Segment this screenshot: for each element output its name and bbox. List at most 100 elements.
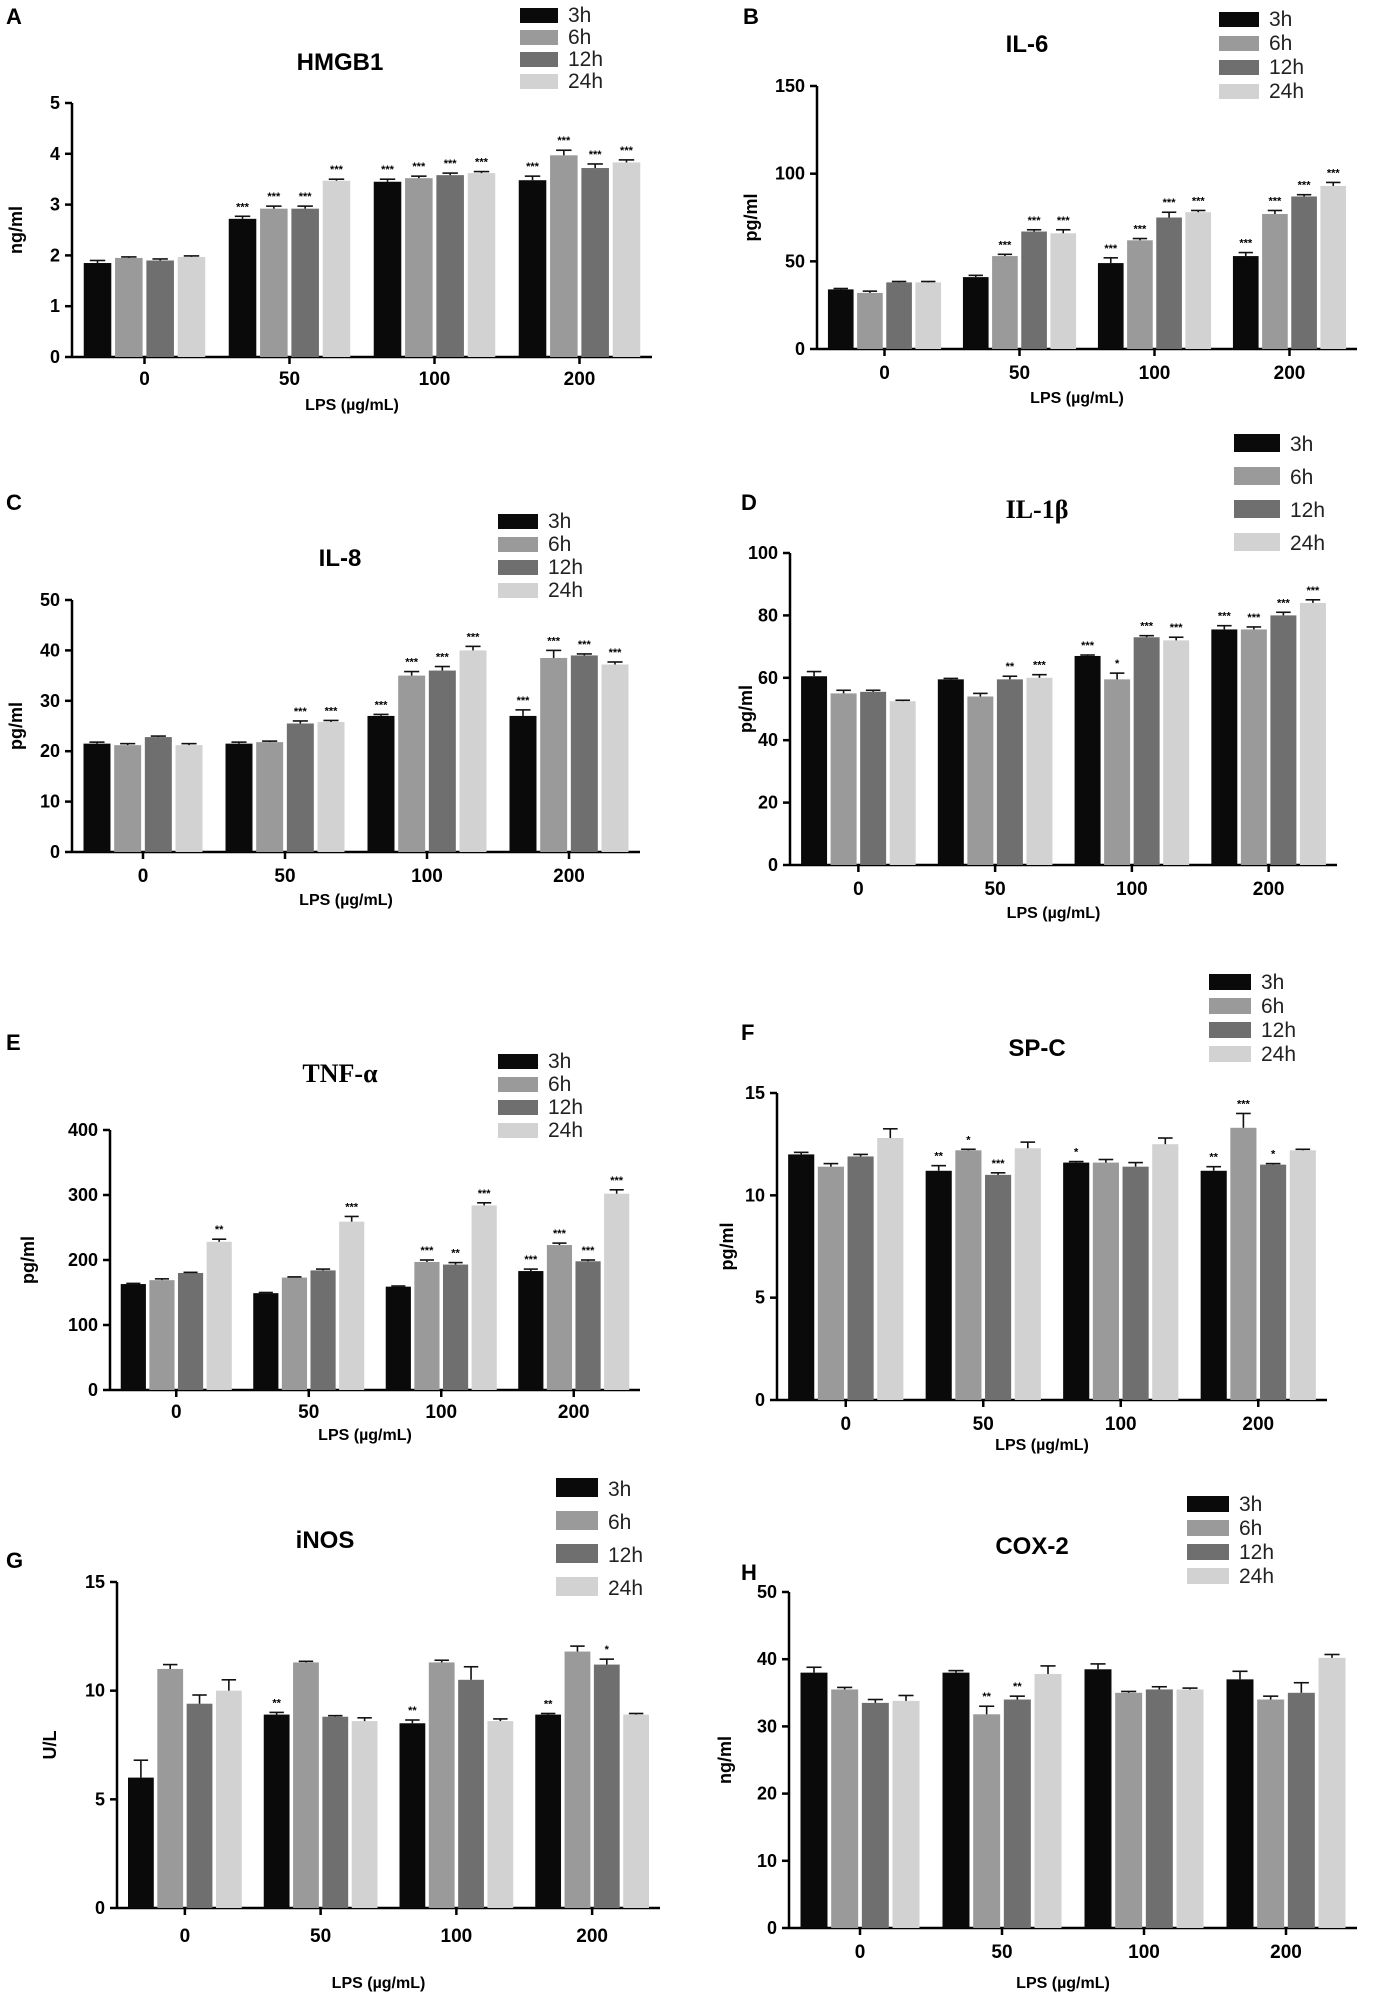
panel-letter: G [6, 1548, 23, 1573]
legend-swatch-6h [556, 1511, 598, 1530]
chart-svg: C IL-8 0 10 20 30 40 50 pg/ml 0 50 *** *** 100 *** *** *… [6, 490, 640, 909]
legend-swatch-24h [520, 74, 558, 89]
bar-24h-50 [1026, 677, 1053, 865]
bar-24h-100 [1163, 640, 1190, 865]
y-tick-label: 10 [757, 1851, 777, 1871]
legend-swatch-6h [498, 537, 538, 552]
legend-label: 24h [1290, 532, 1325, 555]
significance-marker: *** [1268, 195, 1282, 207]
legend-label: 12h [548, 556, 583, 579]
significance-marker: * [966, 1134, 971, 1146]
y-tick-label: 20 [40, 741, 60, 761]
bar-24h-50 [1050, 233, 1077, 349]
legend-label: 24h [1269, 80, 1304, 103]
bar-12h-0 [186, 1703, 213, 1908]
bar-12h-50 [1021, 231, 1047, 349]
x-category-label: 0 [840, 1414, 851, 1435]
significance-marker: ** [982, 1691, 991, 1703]
bar-6h-200 [1257, 1699, 1285, 1928]
legend-label: 24h [548, 579, 583, 602]
y-axis-label: U/L [40, 1731, 60, 1760]
legend-swatch-12h [1219, 60, 1259, 75]
bar-6h-0 [157, 1668, 184, 1908]
y-tick-label: 0 [50, 347, 60, 367]
legend-label: 3h [608, 1478, 631, 1501]
y-tick-label: 100 [748, 543, 778, 563]
bar-24h-200 [612, 162, 641, 357]
y-tick-label: 40 [758, 730, 778, 750]
y-tick-label: 1 [50, 296, 60, 316]
bar-3h-200 [1232, 256, 1259, 349]
bar-6h-200 [550, 155, 578, 357]
panel-b: B IL-6 0 50 100 150 pg/ml 0 50 *** *** *** 100 *** ***… [697, 0, 1394, 430]
bar-12h-200 [1260, 1164, 1287, 1400]
bar-6h-0 [817, 1166, 844, 1400]
bar-24h-200 [1299, 602, 1326, 865]
significance-marker: *** [526, 161, 540, 173]
y-tick-label: 0 [95, 1898, 105, 1918]
y-axis-label: pg/ml [6, 702, 26, 750]
significance-marker: *** [553, 1228, 567, 1240]
bar-12h-200 [575, 1261, 601, 1390]
panel-e: E TNF-α 0 100 200 300 400 pg/ml 0 ** 50 *** 100 *** **… [0, 950, 697, 1470]
chart-title: SP-C [1008, 1035, 1065, 1062]
bar-12h-100 [458, 1679, 484, 1908]
bar-12h-100 [1122, 1166, 1149, 1400]
bar-12h-100 [1156, 217, 1182, 349]
legend-swatch-12h [1187, 1544, 1229, 1560]
significance-marker: *** [1247, 612, 1261, 624]
x-axis-label: LPS (µg/mL) [318, 1427, 412, 1444]
legend-swatch-24h [1187, 1568, 1229, 1584]
bar-3h-200 [509, 715, 537, 852]
bar-6h-0 [831, 1689, 859, 1928]
x-category-label: 100 [1139, 363, 1171, 384]
significance-marker: *** [436, 652, 450, 664]
bar-3h-100 [373, 181, 402, 357]
bar-24h-0 [892, 1700, 920, 1928]
legend-swatch-6h [520, 30, 558, 45]
legend-swatch-6h [1187, 1520, 1229, 1536]
significance-marker: ** [1013, 1681, 1022, 1693]
legend-label: 12h [1290, 499, 1325, 522]
x-category-label: 200 [1274, 363, 1306, 384]
bar-6h-100 [405, 178, 433, 357]
bar-3h-0 [800, 1672, 828, 1928]
y-tick-label: 300 [68, 1185, 98, 1205]
y-axis-label: pg/ml [741, 194, 761, 242]
y-tick-label: 30 [757, 1716, 777, 1736]
bar-12h-0 [886, 282, 912, 349]
bar-6h-50 [260, 208, 288, 357]
legend-swatch-6h [1234, 467, 1280, 485]
legend-swatch-12h [498, 560, 538, 575]
significance-marker: *** [467, 631, 481, 643]
y-tick-label: 15 [745, 1083, 765, 1103]
bar-24h-100 [467, 173, 496, 357]
significance-marker: *** [294, 706, 308, 718]
bar-3h-50 [228, 218, 257, 357]
bar-12h-0 [847, 1156, 874, 1400]
bar-24h-100 [487, 1721, 514, 1908]
bar-3h-50 [937, 679, 964, 865]
bar-6h-200 [564, 1651, 591, 1908]
legend-swatch-3h [1209, 974, 1251, 990]
significance-marker: *** [330, 164, 344, 176]
significance-marker: *** [1307, 585, 1321, 597]
significance-marker: *** [1170, 622, 1184, 634]
y-axis-label: pg/ml [717, 1223, 737, 1271]
bar-3h-200 [1200, 1170, 1227, 1400]
bar-24h-0 [877, 1138, 904, 1400]
legend-label: 3h [568, 4, 591, 27]
significance-marker: *** [1140, 621, 1154, 633]
significance-marker: *** [1277, 597, 1291, 609]
significance-marker: *** [1237, 1098, 1251, 1110]
x-category-label: 100 [441, 1926, 473, 1947]
y-tick-label: 20 [758, 793, 778, 813]
legend-swatch-24h [498, 583, 538, 598]
significance-marker: ** [451, 1248, 460, 1260]
bar-24h-100 [1176, 1689, 1204, 1928]
legend-label: 3h [1261, 971, 1284, 994]
x-category-label: 50 [991, 1942, 1012, 1963]
legend-label: 12h [1269, 56, 1304, 79]
bar-3h-50 [925, 1170, 952, 1400]
